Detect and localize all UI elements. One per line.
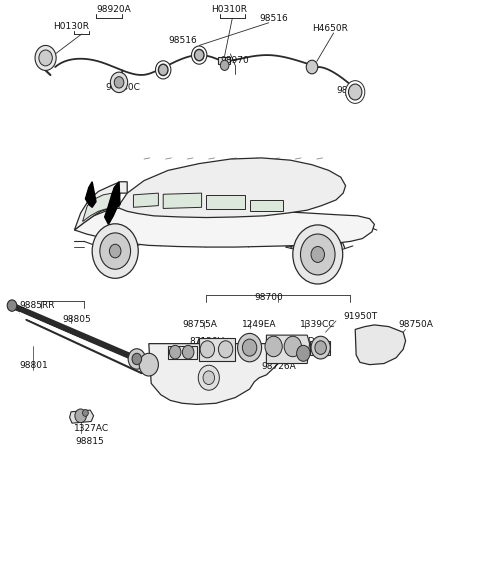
Text: 1339CC: 1339CC (300, 320, 336, 329)
Text: 1249EA: 1249EA (242, 320, 277, 329)
Circle shape (203, 371, 215, 385)
Circle shape (156, 61, 171, 79)
Polygon shape (218, 57, 230, 64)
Text: 98970: 98970 (221, 56, 250, 65)
Circle shape (198, 365, 219, 390)
Circle shape (192, 46, 207, 64)
Text: 98516: 98516 (259, 14, 288, 23)
Circle shape (109, 244, 121, 258)
Circle shape (306, 60, 318, 74)
Text: H0130R: H0130R (53, 22, 89, 31)
Circle shape (284, 336, 301, 357)
Polygon shape (266, 335, 310, 364)
Polygon shape (74, 182, 127, 230)
Text: 1327AC: 1327AC (74, 424, 109, 433)
Circle shape (238, 333, 262, 362)
Circle shape (139, 353, 158, 376)
Text: 98920A: 98920A (96, 5, 131, 14)
Text: 98750A: 98750A (398, 320, 433, 329)
Circle shape (83, 410, 88, 416)
Circle shape (133, 354, 141, 364)
Polygon shape (85, 182, 96, 207)
Circle shape (220, 60, 229, 70)
Circle shape (300, 234, 335, 275)
Circle shape (7, 300, 17, 311)
Circle shape (35, 45, 56, 70)
Text: 98801: 98801 (19, 361, 48, 370)
Circle shape (92, 224, 138, 278)
Circle shape (265, 336, 282, 357)
Circle shape (348, 84, 362, 100)
Polygon shape (118, 158, 346, 218)
Polygon shape (74, 206, 374, 247)
Text: 9885RR: 9885RR (19, 300, 55, 310)
Polygon shape (133, 193, 158, 207)
Circle shape (39, 50, 52, 66)
Text: 98815: 98815 (75, 437, 104, 446)
Circle shape (169, 345, 181, 359)
Circle shape (100, 233, 131, 269)
Text: 98755A: 98755A (182, 320, 217, 329)
Circle shape (346, 81, 365, 103)
Circle shape (293, 225, 343, 284)
Polygon shape (105, 182, 120, 224)
Text: 98940C: 98940C (106, 83, 141, 92)
Text: H4650R: H4650R (307, 242, 343, 251)
Text: 87120V: 87120V (190, 337, 224, 346)
Text: 98805: 98805 (62, 315, 91, 324)
Polygon shape (70, 410, 94, 423)
Polygon shape (168, 346, 197, 359)
Circle shape (297, 345, 310, 361)
Polygon shape (355, 325, 406, 365)
Text: 98726A: 98726A (262, 362, 296, 371)
Polygon shape (250, 200, 283, 211)
Text: H0310R: H0310R (211, 5, 247, 14)
Text: 98970: 98970 (336, 86, 365, 95)
Polygon shape (163, 193, 202, 208)
Circle shape (114, 77, 124, 88)
Polygon shape (310, 341, 330, 355)
Circle shape (75, 409, 86, 423)
Polygon shape (206, 195, 245, 209)
Text: 91950T: 91950T (343, 312, 377, 321)
Circle shape (158, 64, 168, 76)
Circle shape (200, 341, 215, 358)
Circle shape (132, 353, 142, 365)
Polygon shape (199, 338, 235, 361)
Circle shape (311, 336, 330, 359)
Text: H4650R: H4650R (312, 24, 348, 33)
Circle shape (311, 247, 324, 262)
Circle shape (242, 339, 257, 356)
Polygon shape (149, 344, 278, 404)
Text: 98700: 98700 (254, 293, 283, 302)
Circle shape (128, 349, 145, 369)
Circle shape (218, 341, 233, 358)
Circle shape (110, 72, 128, 93)
Polygon shape (83, 193, 119, 222)
Circle shape (182, 345, 194, 359)
Circle shape (194, 49, 204, 61)
Text: 98516: 98516 (168, 36, 197, 45)
Text: 1125DA: 1125DA (286, 337, 321, 346)
Circle shape (315, 341, 326, 354)
